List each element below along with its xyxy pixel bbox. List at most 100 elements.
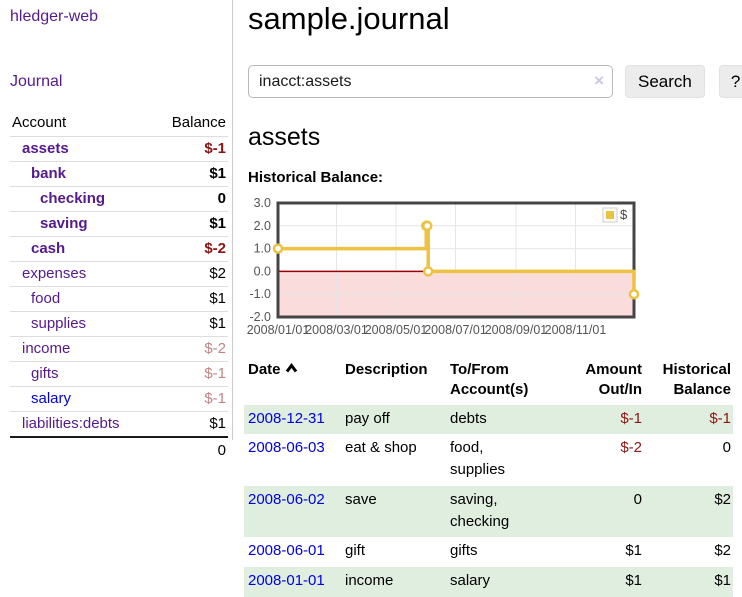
register-balance-cell: 0 <box>722 439 731 457</box>
account-name-cell: cash <box>10 236 153 262</box>
sort-ascending-icon <box>285 363 297 373</box>
register-table: Date Description To/From Account(s) Amoun… <box>244 358 733 597</box>
account-row: saving $1 <box>10 211 228 237</box>
register-row: 2008-06-03 eat & shop food, supplies $-2 0 <box>244 434 733 486</box>
account-name-cell: gifts <box>10 361 153 387</box>
register-header-amount: Amount Out/In <box>585 361 642 399</box>
sidebar: hledger-web Journal Account Balance asse… <box>0 0 233 597</box>
account-name-cell: expenses <box>10 261 153 287</box>
search-button[interactable]: Search <box>625 65 705 98</box>
search-input[interactable] <box>248 65 613 98</box>
register-date-cell: 2008-06-01 <box>244 537 341 567</box>
account-balance: $1 <box>152 311 228 337</box>
help-button[interactable]: ? <box>718 65 742 98</box>
account-name-cell: checking <box>10 186 153 212</box>
account-balance: $1 <box>152 211 228 237</box>
accounts-total-row: 0 <box>10 436 228 463</box>
register-description-cell: gift <box>345 542 366 560</box>
account-row: food $1 <box>10 286 228 312</box>
chart-canvas: 3.0 2.0 1.0 0.0 -1.0 -2.02008/01/012008/03/01… <box>247 196 640 337</box>
svg-text:2008/01/01: 2008/01/01 <box>247 323 310 337</box>
account-title: assets <box>248 123 321 151</box>
transaction-date-link[interactable]: 2008-06-02 <box>248 490 325 508</box>
sidebar-account-link-income[interactable]: income <box>22 340 71 357</box>
register-balance-cell: $-1 <box>644 404 733 435</box>
sidebar-account-link-saving[interactable]: saving <box>40 215 88 232</box>
sidebar-item-journal[interactable]: Journal <box>10 73 63 90</box>
account-balance: $-2 <box>152 236 228 262</box>
account-name-cell: income <box>10 336 153 362</box>
register-accounts-cell: gifts <box>450 542 478 560</box>
account-balance: $2 <box>152 261 228 287</box>
register-row: 2008-12-31 pay off debts $-1 $-1 <box>244 404 733 435</box>
register-balance-cell: $2 <box>714 542 731 560</box>
account-balance: $1 <box>152 411 228 438</box>
account-row: assets $-1 <box>10 136 228 162</box>
svg-text:2.0: 2.0 <box>254 219 271 233</box>
transaction-date-link[interactable]: 2008-01-01 <box>248 572 325 589</box>
sidebar-divider <box>232 0 233 440</box>
clear-search-icon[interactable]: × <box>594 71 604 90</box>
account-name-cell: assets <box>10 136 153 162</box>
register-date-cell: 2008-06-02 <box>244 485 341 538</box>
sidebar-account-link-bank[interactable]: bank <box>31 165 67 182</box>
transaction-date-link[interactable]: 2008-06-01 <box>248 542 325 560</box>
sidebar-account-link-expenses[interactable]: expenses <box>22 265 87 282</box>
svg-text:2008/11/01: 2008/11/01 <box>545 323 607 337</box>
app-brand-link[interactable]: hledger-web <box>10 8 99 25</box>
main-content: sample.journal × Search ? assets Histori… <box>233 0 742 597</box>
register-header-balance: Historical Balance <box>662 361 731 399</box>
register-amount-cell: $-1 <box>544 404 644 435</box>
svg-text:2008/03/01: 2008/03/01 <box>305 323 368 337</box>
register-amount-cell: $1 <box>625 542 642 560</box>
account-row: supplies $1 <box>10 311 228 337</box>
account-row: expenses $2 <box>10 261 228 287</box>
svg-text:0.0: 0.0 <box>254 264 271 278</box>
search-input-wrap: × <box>248 65 613 98</box>
account-name-cell: supplies <box>10 311 153 337</box>
transaction-date-link[interactable]: 2008-12-31 <box>248 409 325 427</box>
register-balance-cell: $2 <box>644 485 733 538</box>
svg-text:3.0: 3.0 <box>254 196 271 210</box>
transaction-date-link[interactable]: 2008-06-03 <box>248 439 325 457</box>
sidebar-account-link-food[interactable]: food <box>31 290 61 307</box>
sidebar-account-link-liabilities-debts[interactable]: liabilities:debts <box>22 415 120 432</box>
account-row: liabilities:debts $1 <box>10 411 228 438</box>
register-date-cell: 2008-06-03 <box>244 434 341 486</box>
sidebar-account-link-gifts[interactable]: gifts <box>31 365 59 382</box>
account-balance: $1 <box>152 286 228 312</box>
account-row: cash $-2 <box>10 236 228 262</box>
svg-text:2008/09/01: 2008/09/01 <box>485 323 548 337</box>
account-name-cell: liabilities:debts <box>10 411 153 438</box>
svg-text:$: $ <box>620 207 628 222</box>
account-balance: $-1 <box>152 386 228 412</box>
accounts-total-value: 0 <box>152 436 228 463</box>
account-balance: $1 <box>152 161 228 187</box>
account-row: checking 0 <box>10 186 228 212</box>
svg-text:-2.0: -2.0 <box>249 310 271 324</box>
accounts-header-account: Account <box>10 110 153 137</box>
chart-label: Historical Balance: <box>248 169 384 186</box>
register-description-cell: save <box>341 485 446 538</box>
accounts-table: Account Balance assets $-1 bank $1 checking 0… <box>10 110 228 463</box>
account-balance: $-2 <box>152 336 228 362</box>
sidebar-account-link-supplies[interactable]: supplies <box>31 315 87 332</box>
account-balance: 0 <box>152 186 228 212</box>
register-header-date[interactable]: Date <box>244 358 341 405</box>
page-title: sample.journal <box>248 1 450 36</box>
register-description-cell: pay off <box>341 404 446 435</box>
register-header-row: Date Description To/From Account(s) Amoun… <box>244 358 733 405</box>
accounts-header-row: Account Balance <box>10 110 228 137</box>
register-amount-cell: 0 <box>544 485 644 538</box>
sidebar-account-link-cash[interactable]: cash <box>31 240 66 257</box>
sidebar-account-link-checking[interactable]: checking <box>40 190 106 207</box>
sidebar-account-link-salary[interactable]: salary <box>31 390 72 407</box>
register-description-cell: eat & shop <box>345 439 417 457</box>
register-row: 2008-06-02 save saving, checking 0 $2 <box>244 485 733 538</box>
svg-text:2008/05/01: 2008/05/01 <box>365 323 428 337</box>
sidebar-account-link-assets[interactable]: assets <box>22 140 69 157</box>
svg-text:-1.0: -1.0 <box>249 287 271 301</box>
search-bar: × Search ? <box>248 65 742 98</box>
historical-balance-chart: 3.0 2.0 1.0 0.0 -1.0 -2.0 2008/01/01 2008/03/01… <box>240 193 742 343</box>
account-name-cell: bank <box>10 161 153 187</box>
